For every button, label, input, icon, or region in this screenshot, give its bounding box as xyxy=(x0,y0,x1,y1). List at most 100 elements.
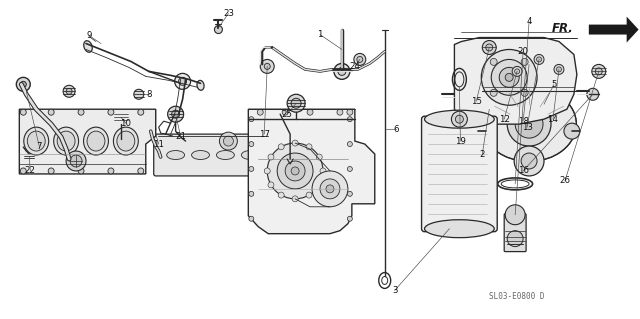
Circle shape xyxy=(481,49,537,105)
Circle shape xyxy=(108,168,114,174)
Text: 9: 9 xyxy=(86,31,92,40)
Text: 10: 10 xyxy=(120,119,131,128)
Polygon shape xyxy=(19,109,156,174)
Circle shape xyxy=(348,167,353,171)
Circle shape xyxy=(326,185,334,193)
Text: 7: 7 xyxy=(36,142,42,151)
Text: 26: 26 xyxy=(559,176,570,185)
Circle shape xyxy=(512,66,522,76)
Ellipse shape xyxy=(117,131,135,151)
Circle shape xyxy=(316,154,322,160)
Circle shape xyxy=(492,59,527,95)
Circle shape xyxy=(507,102,551,146)
Circle shape xyxy=(282,109,288,115)
Circle shape xyxy=(63,85,75,97)
Circle shape xyxy=(48,168,54,174)
Text: SL03-E0800 D: SL03-E0800 D xyxy=(489,292,545,301)
Text: 23: 23 xyxy=(223,9,234,18)
Circle shape xyxy=(264,63,270,70)
Text: 5: 5 xyxy=(551,80,557,89)
Circle shape xyxy=(515,69,520,74)
Circle shape xyxy=(27,154,32,160)
Ellipse shape xyxy=(197,80,204,90)
Ellipse shape xyxy=(166,151,184,160)
Text: 20: 20 xyxy=(518,47,529,56)
Circle shape xyxy=(268,182,274,188)
Circle shape xyxy=(214,26,223,33)
Text: 22: 22 xyxy=(25,167,36,175)
Circle shape xyxy=(249,117,254,122)
Circle shape xyxy=(63,153,75,165)
Circle shape xyxy=(17,78,30,91)
Circle shape xyxy=(451,111,467,127)
Circle shape xyxy=(287,94,305,112)
Circle shape xyxy=(307,109,313,115)
Circle shape xyxy=(268,143,323,199)
Text: 18: 18 xyxy=(518,117,529,126)
Text: 19: 19 xyxy=(455,137,466,145)
Text: 13: 13 xyxy=(522,122,532,132)
Ellipse shape xyxy=(424,220,494,238)
Ellipse shape xyxy=(24,127,49,155)
Circle shape xyxy=(134,89,144,99)
Ellipse shape xyxy=(84,41,92,52)
Circle shape xyxy=(354,54,366,65)
Ellipse shape xyxy=(241,151,259,160)
Ellipse shape xyxy=(84,127,108,155)
Circle shape xyxy=(320,168,326,174)
Circle shape xyxy=(348,117,353,122)
Circle shape xyxy=(108,109,114,115)
Text: 21: 21 xyxy=(175,132,186,141)
Circle shape xyxy=(534,55,544,64)
Circle shape xyxy=(168,106,184,122)
Circle shape xyxy=(490,58,497,65)
Circle shape xyxy=(320,179,340,199)
Circle shape xyxy=(306,192,312,198)
Circle shape xyxy=(291,98,301,108)
Circle shape xyxy=(220,132,237,150)
Text: 8: 8 xyxy=(146,90,152,99)
Ellipse shape xyxy=(482,87,577,161)
Text: 17: 17 xyxy=(259,130,269,139)
Circle shape xyxy=(521,153,537,169)
Circle shape xyxy=(334,63,350,79)
Circle shape xyxy=(277,153,313,189)
Circle shape xyxy=(486,44,493,51)
Circle shape xyxy=(278,192,284,198)
Circle shape xyxy=(138,109,144,115)
Text: 4: 4 xyxy=(526,17,532,26)
Text: 3: 3 xyxy=(392,286,397,295)
Circle shape xyxy=(347,109,353,115)
Circle shape xyxy=(348,142,353,146)
Circle shape xyxy=(257,109,263,115)
Circle shape xyxy=(146,124,156,134)
Circle shape xyxy=(505,73,513,81)
Circle shape xyxy=(536,57,541,62)
Circle shape xyxy=(66,88,72,94)
Circle shape xyxy=(249,216,254,221)
Ellipse shape xyxy=(28,131,45,151)
Circle shape xyxy=(179,78,187,85)
Circle shape xyxy=(20,168,26,174)
Circle shape xyxy=(490,89,497,96)
Circle shape xyxy=(595,68,602,75)
Polygon shape xyxy=(454,38,577,124)
Polygon shape xyxy=(589,17,639,42)
Text: 6: 6 xyxy=(393,125,399,134)
Circle shape xyxy=(156,153,166,163)
Circle shape xyxy=(357,56,363,63)
Text: 24: 24 xyxy=(349,62,360,71)
Circle shape xyxy=(478,123,494,139)
Text: 1: 1 xyxy=(317,30,323,39)
Ellipse shape xyxy=(191,151,209,160)
Text: 15: 15 xyxy=(471,97,482,106)
Circle shape xyxy=(337,109,343,115)
Circle shape xyxy=(117,113,125,121)
Circle shape xyxy=(456,115,463,123)
Circle shape xyxy=(223,136,234,146)
Circle shape xyxy=(268,154,274,160)
Ellipse shape xyxy=(424,110,494,128)
Text: FR.: FR. xyxy=(552,22,574,35)
Circle shape xyxy=(483,41,496,55)
Text: 14: 14 xyxy=(547,115,559,124)
